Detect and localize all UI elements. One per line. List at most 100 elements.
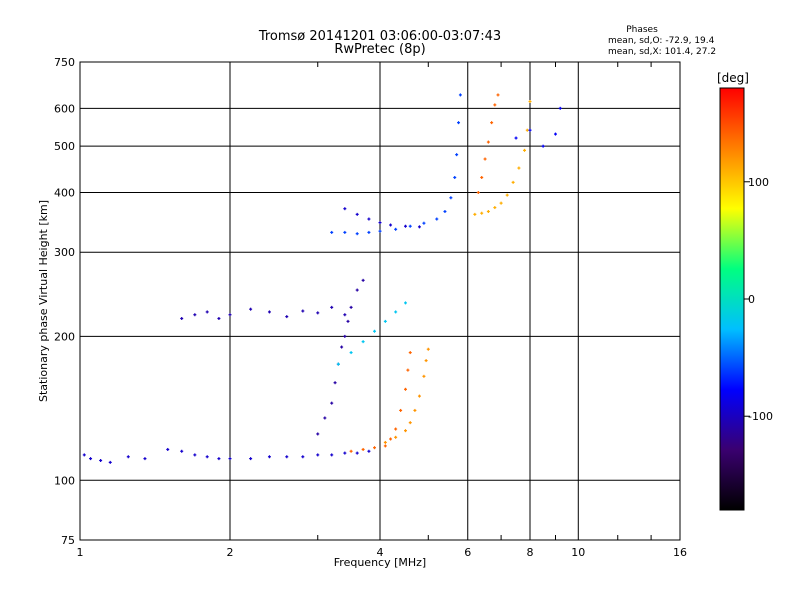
colorbar-ticks: 100 0 -100 xyxy=(744,176,773,423)
y-tick-label: 75 xyxy=(61,534,75,547)
data-point xyxy=(493,103,497,107)
data-point xyxy=(483,157,487,161)
data-point xyxy=(367,230,371,234)
data-point xyxy=(453,175,457,179)
data-point xyxy=(403,387,407,391)
data-point xyxy=(249,307,253,311)
colorbar-tick-label: 100 xyxy=(748,176,769,189)
data-point xyxy=(399,408,403,412)
data-point xyxy=(422,221,426,225)
data-point xyxy=(417,394,421,398)
data-point xyxy=(457,121,461,125)
data-point xyxy=(99,458,103,462)
phases-x-stats: mean, sd,X: 101.4, 27.2 xyxy=(608,47,716,57)
data-point xyxy=(355,232,359,236)
data-point xyxy=(517,166,521,170)
data-point xyxy=(343,313,347,317)
data-point xyxy=(343,230,347,234)
data-point xyxy=(514,136,518,140)
y-tick-label: 400 xyxy=(54,186,75,199)
data-point xyxy=(336,362,340,366)
data-point xyxy=(408,421,412,425)
data-point xyxy=(361,447,365,451)
y-axis-label: Stationary phase Virtual Height [km] xyxy=(37,200,50,402)
data-point xyxy=(343,334,347,338)
colorbar-tick-label: 0 xyxy=(748,293,755,306)
data-point xyxy=(89,457,93,461)
data-point xyxy=(343,451,347,455)
data-point xyxy=(367,217,371,221)
data-point xyxy=(108,460,112,464)
data-point xyxy=(394,427,398,431)
data-point xyxy=(496,93,500,97)
data-point xyxy=(383,444,387,448)
colorbar xyxy=(719,87,745,511)
data-point xyxy=(267,455,271,459)
data-point xyxy=(383,319,387,323)
data-point xyxy=(330,401,334,405)
data-point xyxy=(486,140,490,144)
x-axis-label: Frequency [MHz] xyxy=(334,556,426,569)
data-point xyxy=(340,345,344,349)
y-tick-label: 100 xyxy=(54,474,75,487)
data-point xyxy=(378,221,382,225)
data-point xyxy=(217,316,221,320)
data-point xyxy=(490,121,494,125)
data-point xyxy=(228,457,232,461)
data-point xyxy=(493,206,497,210)
data-point xyxy=(285,455,289,459)
data-point xyxy=(180,316,184,320)
data-point xyxy=(378,229,382,233)
data-point xyxy=(82,453,86,457)
data-point xyxy=(480,175,484,179)
y-tick-label: 200 xyxy=(54,330,75,343)
data-point xyxy=(389,437,393,441)
data-point xyxy=(217,457,221,461)
y-tick-label: 750 xyxy=(54,56,75,69)
data-point xyxy=(361,340,365,344)
data-point xyxy=(523,148,527,152)
data-point xyxy=(349,449,353,453)
x-tick-label: 6 xyxy=(464,546,471,559)
data-point xyxy=(205,455,209,459)
data-point xyxy=(426,347,430,351)
data-point xyxy=(528,100,532,104)
data-point xyxy=(435,217,439,221)
y-tick-label: 300 xyxy=(54,246,75,259)
x-tick-label: 4 xyxy=(377,546,384,559)
data-point xyxy=(143,457,147,461)
data-point xyxy=(166,447,170,451)
data-point xyxy=(330,230,334,234)
data-point xyxy=(180,449,184,453)
data-point xyxy=(528,128,532,132)
y-tick-label: 500 xyxy=(54,140,75,153)
data-point xyxy=(408,224,412,228)
data-point xyxy=(511,180,515,184)
data-point xyxy=(394,435,398,439)
data-point xyxy=(417,225,421,229)
data-point xyxy=(301,455,305,459)
data-point xyxy=(301,309,305,313)
y-tick-labels: 75 100 200 300 400 500 600 750 xyxy=(54,56,75,547)
data-point xyxy=(394,310,398,314)
data-point xyxy=(480,211,484,215)
data-point xyxy=(413,408,417,412)
colorbar-tick-label: -100 xyxy=(748,410,773,423)
data-point xyxy=(443,210,447,214)
data-point xyxy=(249,457,253,461)
x-tick-label: 10 xyxy=(571,546,585,559)
data-point xyxy=(330,453,334,457)
data-point xyxy=(349,351,353,355)
data-point xyxy=(525,128,529,132)
data-point xyxy=(333,381,337,385)
data-point xyxy=(193,453,197,457)
data-point xyxy=(355,288,359,292)
chart-title: Tromsø 20141201 03:06:00-03:07:43 xyxy=(258,29,501,44)
data-point xyxy=(408,351,412,355)
data-point xyxy=(394,227,398,231)
data-point xyxy=(355,451,359,455)
data-point xyxy=(346,319,350,323)
data-point xyxy=(361,278,365,282)
data-point xyxy=(424,359,428,363)
